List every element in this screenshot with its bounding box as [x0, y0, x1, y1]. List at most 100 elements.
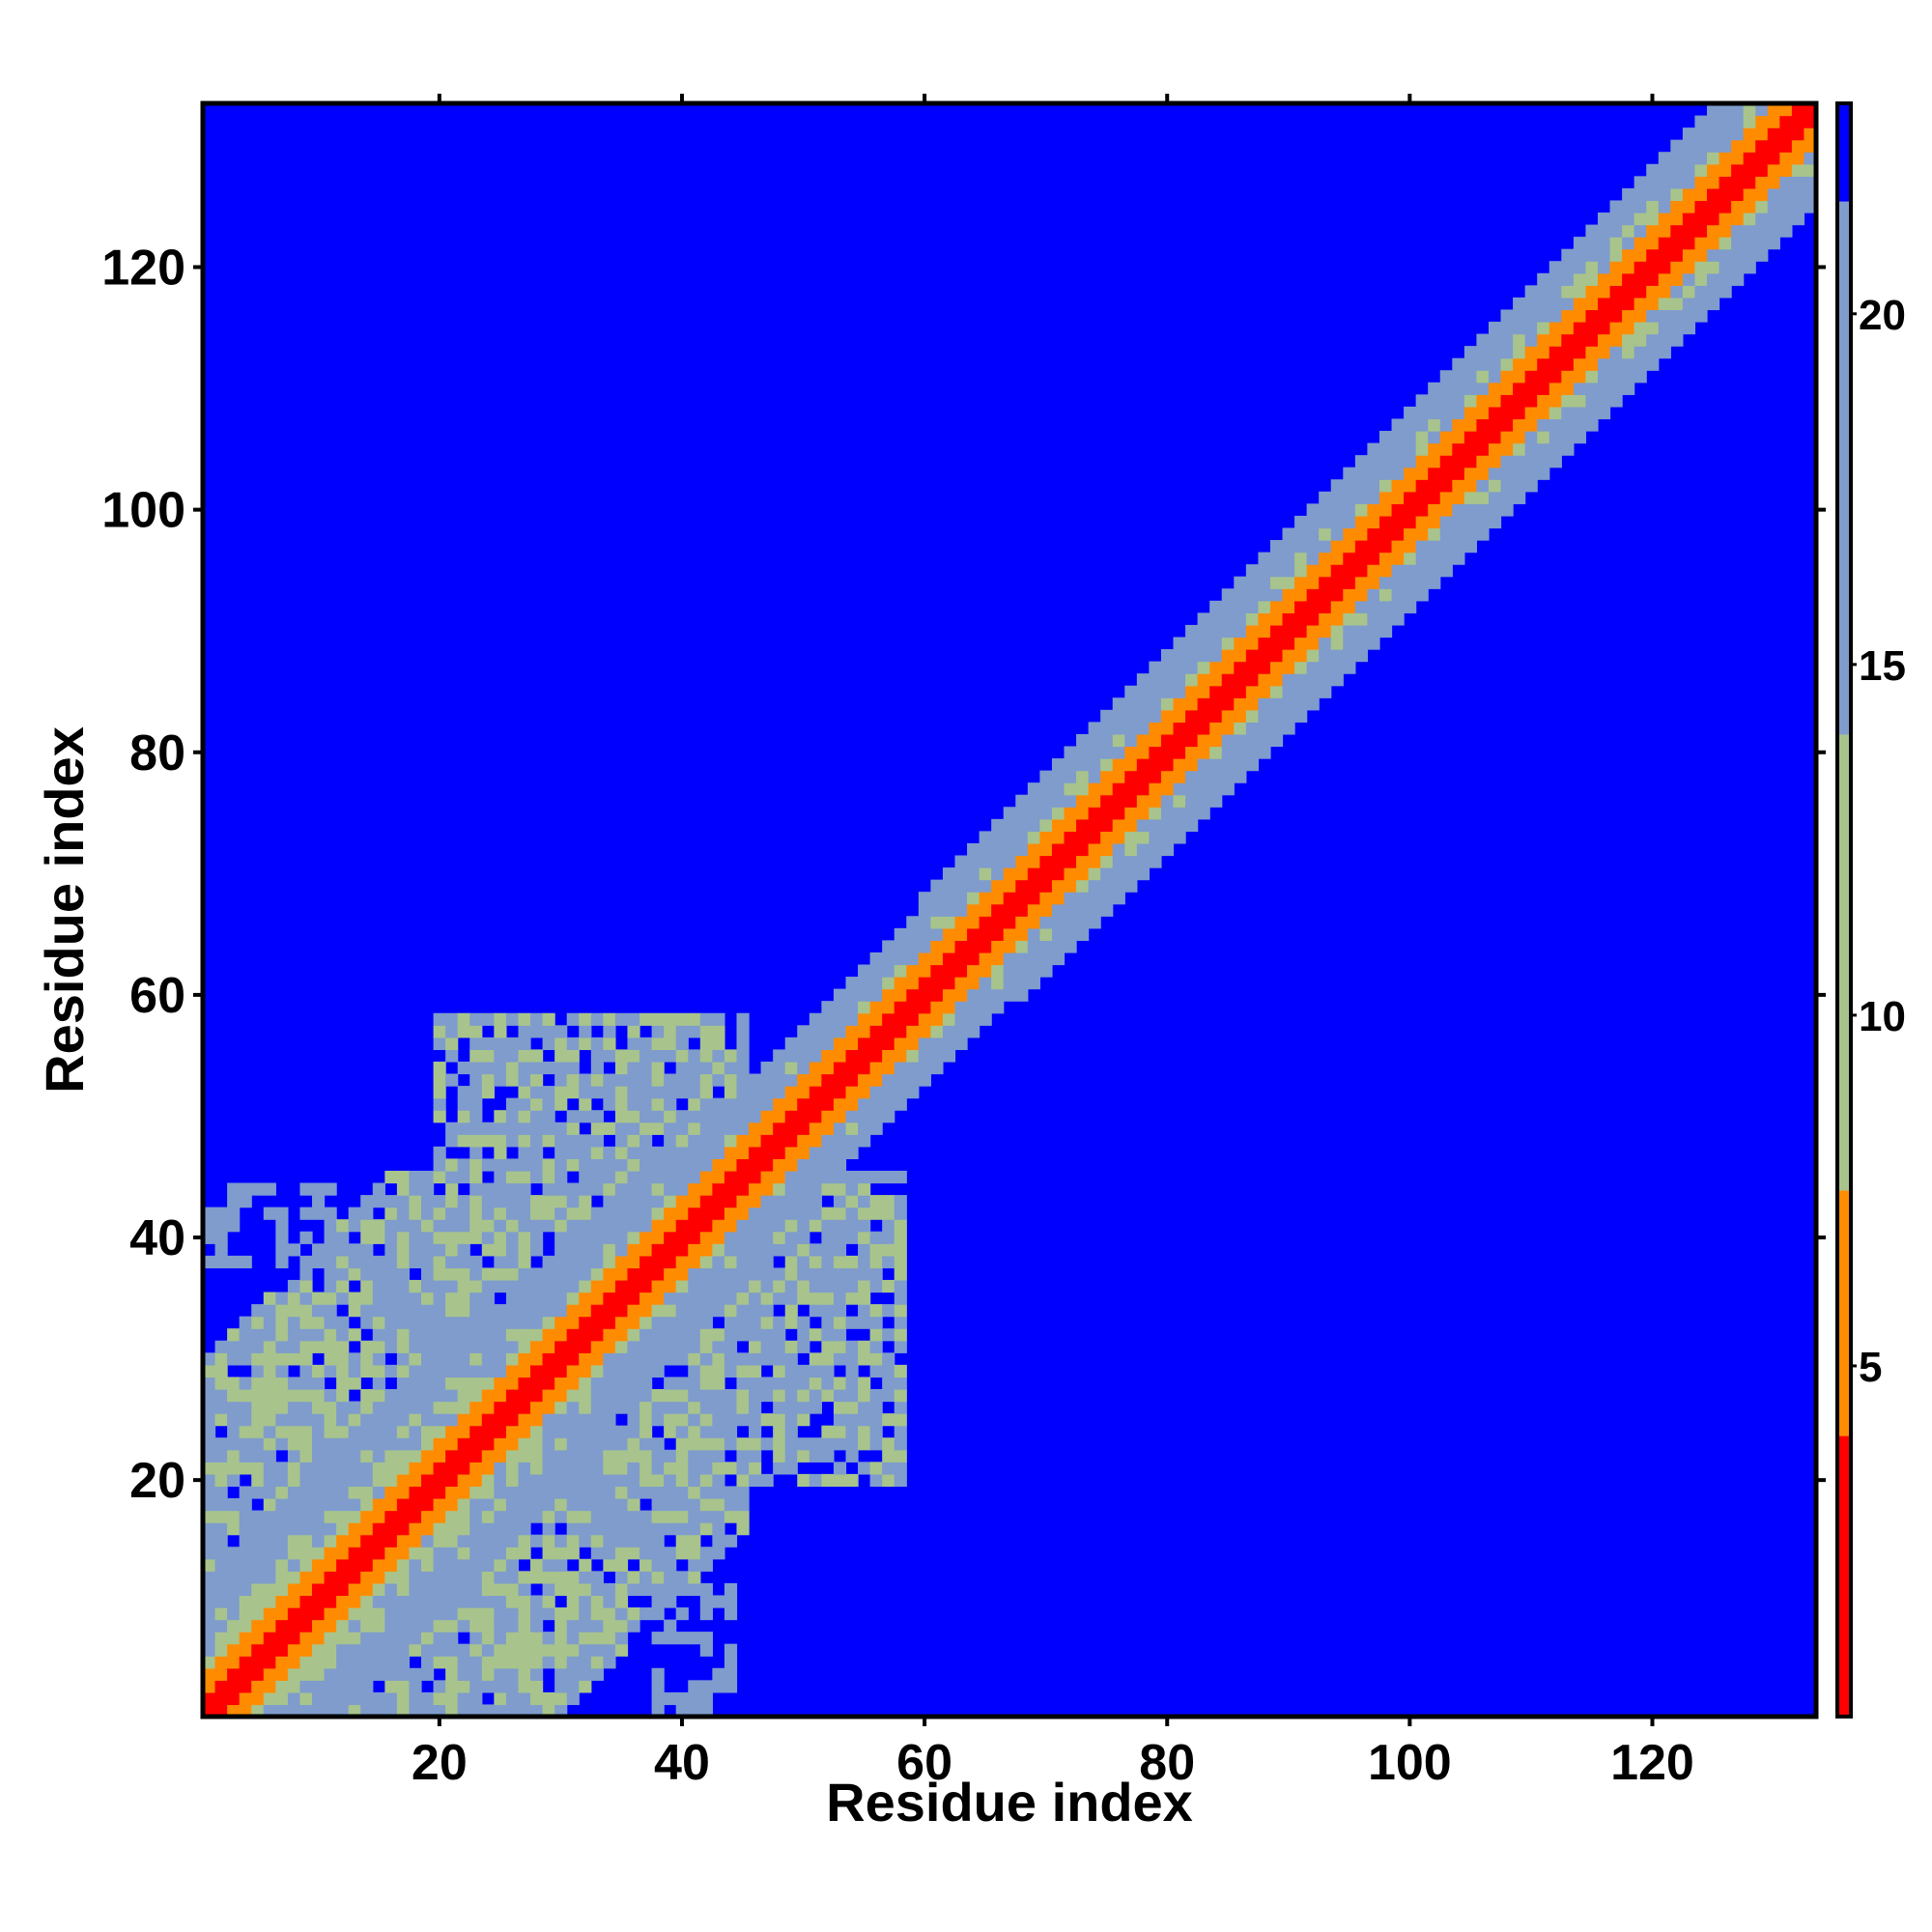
heatmap-cell [481, 1606, 495, 1621]
heatmap-cell [1597, 237, 1611, 250]
heatmap-cell [590, 1110, 604, 1123]
colorbar-band [1837, 201, 1851, 735]
heatmap-cell [712, 1413, 725, 1427]
heatmap-cell [1051, 879, 1065, 893]
heatmap-cell [421, 1231, 435, 1244]
heatmap-cell [627, 1522, 640, 1536]
heatmap-cell [736, 1388, 750, 1403]
heatmap-cell [214, 1656, 228, 1669]
heatmap-cell [1597, 213, 1611, 226]
heatmap-cell [833, 1340, 847, 1353]
heatmap-cell [251, 1182, 265, 1196]
heatmap-cell [1428, 467, 1441, 480]
heatmap-cell [481, 1377, 495, 1390]
heatmap-cell [372, 1473, 385, 1488]
heatmap-cell [749, 1219, 762, 1233]
heatmap-cell [639, 1486, 653, 1499]
heatmap-cell [372, 1304, 385, 1318]
heatmap-cell [579, 1522, 592, 1536]
heatmap-cell [518, 1619, 531, 1633]
heatmap-cell [518, 1267, 531, 1281]
heatmap-cell [275, 1473, 289, 1488]
heatmap-cell [1234, 600, 1247, 613]
heatmap-cell [1670, 237, 1684, 250]
heatmap-cell [1488, 431, 1502, 444]
heatmap-cell [784, 1401, 798, 1414]
heatmap-cell [505, 1571, 520, 1584]
heatmap-cell [1051, 892, 1065, 905]
heatmap-cell [469, 1595, 483, 1608]
heatmap-cell [699, 1255, 713, 1269]
heatmap-cell [1088, 807, 1101, 820]
heatmap-cell [324, 1534, 337, 1548]
heatmap-cell [1609, 285, 1623, 298]
heatmap-cell [1294, 576, 1308, 589]
heatmap-cell [639, 1110, 653, 1123]
heatmap-cell [749, 1279, 762, 1293]
heatmap-cell [227, 1558, 241, 1572]
heatmap-cell [614, 1158, 629, 1172]
heatmap-cell [396, 1231, 411, 1244]
heatmap-cell [845, 1255, 859, 1269]
heatmap-cell [784, 1122, 798, 1135]
heatmap-cell [1743, 237, 1756, 250]
heatmap-cell [1634, 213, 1647, 226]
heatmap-cell [784, 1097, 798, 1111]
heatmap-cell [1343, 576, 1356, 589]
heatmap-cell [227, 1195, 241, 1208]
heatmap-cell [457, 1486, 470, 1499]
heatmap-cell [566, 1364, 580, 1378]
heatmap-cell [1597, 322, 1611, 335]
heatmap-cell [1221, 770, 1235, 783]
heatmap-cell [699, 1182, 713, 1196]
heatmap-cell [651, 1195, 665, 1208]
heatmap-cell [1282, 612, 1295, 626]
heatmap-cell [1343, 527, 1356, 541]
heatmap-cell [445, 1413, 459, 1427]
heatmap-cell [736, 1207, 750, 1220]
heatmap-cell [239, 1643, 252, 1657]
heatmap-cell [845, 1122, 859, 1135]
heatmap-cell [1513, 357, 1526, 371]
heatmap-cell [287, 1534, 301, 1548]
heatmap-cell [1039, 867, 1053, 881]
heatmap-cell [1731, 115, 1745, 128]
heatmap-cell [505, 1364, 520, 1378]
heatmap-cell [651, 1073, 665, 1087]
heatmap-cell [1622, 237, 1635, 250]
heatmap-cell [797, 1158, 810, 1172]
heatmap-cell [1476, 431, 1490, 444]
heatmap-cell [1670, 333, 1684, 347]
heatmap-cell [773, 1110, 786, 1123]
heatmap-cell [579, 1279, 592, 1293]
heatmap-cell [1573, 261, 1587, 274]
heatmap-cell [518, 1243, 531, 1257]
heatmap-cell [336, 1364, 350, 1378]
heatmap-cell [372, 1656, 385, 1669]
heatmap-cell [1476, 527, 1490, 541]
heatmap-cell [918, 1073, 931, 1087]
heatmap-cell [590, 1534, 604, 1548]
heatmap-cell [967, 1001, 980, 1014]
heatmap-cell [433, 1558, 446, 1572]
heatmap-cell [712, 1497, 725, 1512]
heatmap-cell [324, 1267, 337, 1281]
heatmap-cell [214, 1497, 228, 1512]
heatmap-cell [481, 1413, 495, 1427]
heatmap-cell [1622, 200, 1635, 213]
heatmap-cell [1343, 467, 1356, 480]
heatmap-cell [821, 1146, 835, 1160]
heatmap-cell [1039, 831, 1053, 844]
heatmap-cell [239, 1449, 252, 1463]
heatmap-cell [736, 1219, 750, 1233]
heatmap-cell [409, 1437, 422, 1451]
heatmap-cell [457, 1134, 470, 1148]
heatmap-cell [760, 1170, 774, 1184]
heatmap-cell [724, 1643, 738, 1657]
heatmap-cell [675, 1377, 689, 1390]
heatmap-cell [590, 1304, 604, 1318]
heatmap-cell [1670, 139, 1684, 153]
heatmap-cell [979, 831, 992, 844]
heatmap-cell [954, 964, 968, 978]
heatmap-cell [494, 1437, 507, 1451]
